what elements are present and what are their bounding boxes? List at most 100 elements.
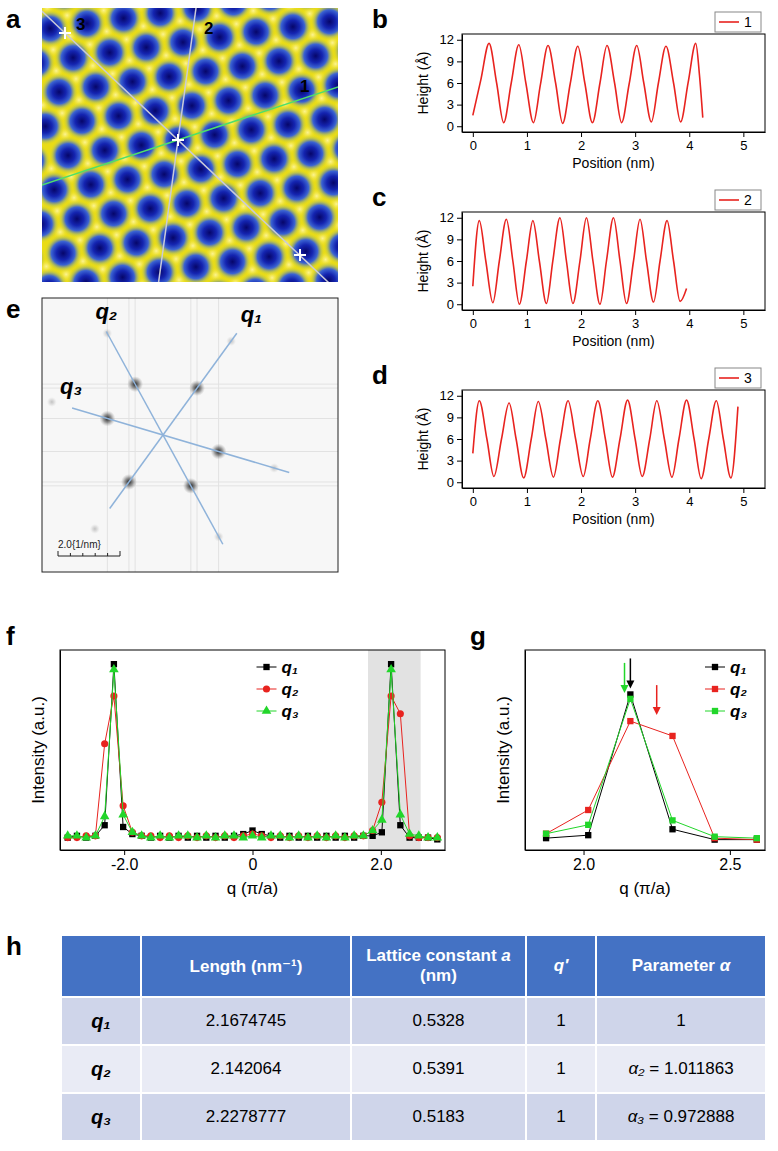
text-run: 1.011863	[659, 1059, 733, 1078]
panel-label: h	[6, 931, 22, 961]
fft-streak	[190, 298, 191, 572]
arrow-shaft	[630, 658, 632, 682]
table-row: q₂2.1420640.53911α₂ = 1.011863	[61, 1045, 766, 1093]
tick-mark	[457, 126, 462, 127]
legend-line	[719, 377, 739, 379]
series-line	[473, 400, 738, 479]
tick: 3	[632, 132, 639, 153]
tick-label: 0	[447, 119, 454, 134]
text-run: q′	[554, 956, 568, 975]
text-run: constant	[421, 946, 497, 965]
data-point	[137, 830, 147, 838]
lattice-hole	[333, 32, 338, 70]
axis: 036912	[440, 210, 463, 311]
tick-label: 3	[447, 275, 454, 290]
x-axis-title: Position (nm)	[572, 333, 654, 349]
axis: -2.002.0	[61, 850, 446, 873]
tick: 0	[249, 850, 258, 873]
tick-label: 2.0	[370, 856, 392, 873]
tick-mark	[527, 132, 528, 137]
data-point	[174, 830, 184, 838]
tick: 12	[440, 32, 462, 47]
row-header: q₂	[61, 1045, 141, 1093]
table-cell: 2.1674745	[141, 997, 351, 1045]
panel-label: e	[6, 294, 20, 324]
tick-label: 3	[447, 97, 454, 112]
tick: 0	[447, 297, 462, 312]
tick: 1	[524, 488, 531, 509]
tick-mark	[743, 310, 744, 315]
data-point	[585, 807, 591, 813]
tick-label: 2.0	[573, 856, 595, 873]
tick-label: 5	[740, 316, 747, 331]
axis-line	[463, 310, 766, 311]
profile-line-2	[97, 8, 259, 282]
lattice-hole	[328, 130, 338, 168]
panel-label: g	[470, 621, 486, 651]
tick-mark	[581, 132, 582, 137]
legend-line	[719, 199, 739, 201]
tick-label: 4	[686, 494, 693, 509]
table-cell: 0.5391	[351, 1045, 526, 1093]
data-point	[91, 830, 101, 838]
data-point	[248, 830, 258, 838]
lattice-hole	[177, 248, 215, 282]
tick-mark	[581, 310, 582, 315]
marker-cross	[59, 27, 71, 39]
text-run: 2.1674745	[206, 1011, 286, 1030]
tick-label: 9	[447, 232, 454, 247]
data-point	[322, 832, 332, 840]
tick-mark	[381, 850, 382, 855]
table-cell: 0.5328	[351, 997, 526, 1045]
tick-mark	[689, 132, 690, 137]
data-point	[396, 809, 406, 817]
q-direction-line	[72, 408, 289, 473]
q-direction-line	[106, 332, 223, 545]
tick-label: 1	[524, 316, 531, 331]
tick-mark	[584, 850, 585, 855]
text-run: a	[497, 946, 511, 965]
data-point	[165, 832, 175, 840]
text-run: (nm)	[420, 966, 457, 985]
tick-mark	[743, 488, 744, 493]
tick-mark	[473, 310, 474, 315]
tick: 0	[447, 119, 462, 134]
plot-area	[473, 218, 687, 304]
tick-mark	[457, 283, 462, 284]
legend-box	[715, 12, 761, 32]
fft-streak	[135, 298, 136, 572]
tick: 2.0	[370, 850, 392, 873]
data-point	[238, 832, 248, 840]
tick-label: 12	[440, 32, 454, 47]
legend-marker	[262, 705, 272, 713]
axis-line	[463, 132, 766, 133]
profile-label: 3	[76, 15, 85, 34]
data-point	[211, 832, 221, 840]
data-point	[275, 830, 285, 838]
tick-mark	[689, 310, 690, 315]
data-point	[585, 822, 591, 828]
text-run: 0.972888	[659, 1107, 735, 1126]
tick-mark	[473, 488, 474, 493]
tick-mark	[689, 488, 690, 493]
data-point	[303, 832, 313, 840]
tick-label: 12	[440, 388, 454, 403]
q-direction-line	[110, 333, 237, 508]
tick-label: 0	[447, 297, 454, 312]
table-row: q₁2.16747450.532811	[61, 997, 766, 1045]
q-label: q₁	[241, 302, 262, 327]
tick-label: 2	[578, 138, 585, 153]
data-point	[368, 825, 378, 833]
arrow-head	[653, 707, 661, 715]
legend: 3	[715, 368, 761, 388]
tick-label: 6	[447, 76, 454, 91]
tick: 9	[447, 54, 462, 69]
profile-line-1	[42, 8, 338, 282]
chart: 012345036912Position (nm)Height (Å)1	[415, 12, 766, 171]
data-point	[349, 830, 359, 838]
plot-frame	[462, 212, 765, 310]
fft-streak	[128, 298, 129, 572]
header-cell-empty	[61, 935, 141, 997]
legend-marker	[263, 664, 269, 670]
data-point	[669, 817, 675, 823]
